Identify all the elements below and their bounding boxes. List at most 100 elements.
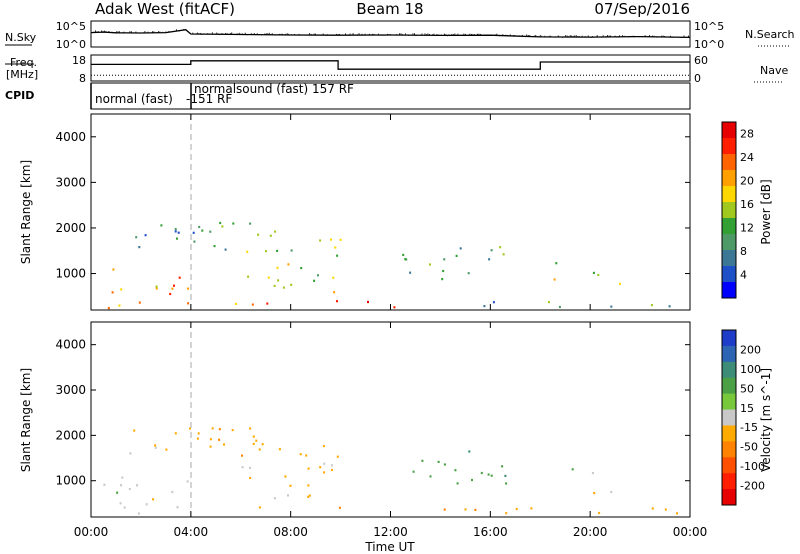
nsky-tick-bottom: 10^0 — [56, 38, 86, 51]
colorbar-swatch — [722, 425, 736, 442]
data-cell — [339, 238, 342, 241]
data-cell — [429, 263, 431, 266]
data-cell — [441, 278, 444, 281]
data-cell — [255, 439, 258, 442]
data-cell — [278, 448, 281, 451]
data-cell — [333, 291, 336, 294]
data-cell — [308, 494, 311, 497]
y-tick-label: 3000 — [55, 383, 86, 397]
data-cell — [186, 480, 189, 483]
data-cell — [261, 443, 264, 446]
data-cell — [490, 249, 493, 252]
power-panel: 1000 2000 3000 4000 Slant Range [km] 4 8 12 16… — [19, 113, 773, 311]
time-tick-label: 00:00 — [74, 525, 109, 539]
cpid-segment-2: -151 RF — [186, 92, 232, 106]
data-cell — [530, 507, 533, 510]
data-cell — [247, 275, 250, 278]
data-cell — [300, 267, 303, 270]
nsky-series-line — [90, 29, 691, 39]
data-cell — [266, 302, 269, 305]
nsearch-tick-top: 10^5 — [694, 20, 724, 33]
data-cell — [336, 455, 339, 458]
data-cell — [174, 230, 177, 233]
velocity-colorbar: 200 100 50 15 -15 -50 -100 -200 — [721, 329, 765, 506]
data-cell — [474, 508, 477, 511]
time-tick-label: 16:00 — [473, 525, 508, 539]
data-cell — [668, 305, 671, 308]
data-cell — [118, 304, 121, 307]
colorbar-tick-label: 100 — [740, 363, 761, 376]
data-cell — [421, 459, 424, 462]
data-cell — [218, 438, 221, 441]
colorbar-swatch — [722, 266, 736, 283]
nave-tick-top: 60 — [694, 54, 708, 67]
data-cell — [319, 466, 322, 469]
y-tick-label: 4000 — [55, 338, 86, 352]
data-cell — [129, 452, 132, 455]
cpid-segment-1: normal (fast) — [95, 92, 173, 106]
data-cell — [249, 427, 252, 430]
power-colorbar: 4 8 12 16 20 24 28 — [721, 121, 754, 299]
data-cell — [323, 471, 326, 474]
data-cell — [178, 276, 181, 279]
data-cell — [258, 506, 261, 509]
data-cell — [305, 454, 308, 457]
power-axes-frame — [90, 113, 691, 311]
data-cell — [209, 230, 212, 233]
colorbar-swatch — [722, 218, 736, 235]
data-cell — [459, 247, 462, 250]
data-cell — [246, 250, 249, 253]
data-cell — [610, 305, 613, 308]
data-cell — [332, 276, 335, 279]
data-cell — [224, 248, 227, 251]
data-cell — [138, 246, 141, 249]
freq-series-line — [91, 60, 690, 70]
data-cell — [547, 301, 550, 304]
data-cell — [123, 506, 126, 509]
data-cell — [650, 304, 653, 307]
power-y-ticks: 1000 2000 3000 4000 — [55, 130, 690, 281]
nsearch-tick-bottom: 10^0 — [694, 38, 724, 51]
data-cell — [128, 487, 131, 491]
data-cell — [393, 306, 396, 309]
velocity-panel: 1000 2000 3000 4000 Slant Range [km] 200 100… — [19, 321, 773, 518]
data-cell — [103, 483, 106, 486]
colorbar-tick-label: 4 — [740, 269, 747, 282]
data-cell — [412, 470, 415, 473]
data-cell — [249, 476, 252, 480]
data-cell — [169, 292, 172, 296]
data-cell — [241, 466, 244, 469]
data-cell — [152, 498, 155, 501]
colorbar-tick-label: -15 — [740, 421, 758, 434]
data-cell — [274, 230, 277, 233]
data-cell — [571, 468, 574, 471]
data-cell — [504, 474, 507, 477]
data-cell — [136, 484, 138, 487]
data-cell — [287, 263, 290, 266]
colorbar-tick-label: 28 — [740, 128, 754, 141]
velocity-x-ticks — [90, 322, 691, 517]
data-cell — [241, 454, 243, 457]
colorbar-swatch — [722, 441, 736, 458]
data-cell — [273, 284, 276, 287]
data-cell — [232, 222, 235, 225]
data-cell — [257, 233, 260, 236]
data-cell — [249, 466, 251, 469]
data-cell — [213, 245, 216, 248]
data-cell — [231, 429, 234, 432]
data-cell — [249, 222, 252, 225]
time-tick-label: 00:00 — [673, 525, 708, 539]
colorbar-swatch — [722, 234, 736, 251]
power-colorbar-label: Power [dB] — [759, 179, 773, 244]
data-cell — [319, 239, 322, 242]
colorbar-tick-label: 20 — [740, 175, 754, 188]
data-cell — [112, 268, 115, 271]
data-cell — [610, 490, 613, 494]
colorbar-swatch — [722, 250, 736, 267]
data-cell — [282, 286, 285, 289]
data-cell — [480, 471, 483, 475]
data-cell — [336, 300, 338, 303]
data-cell — [177, 231, 180, 234]
colorbar-swatch — [722, 345, 736, 363]
